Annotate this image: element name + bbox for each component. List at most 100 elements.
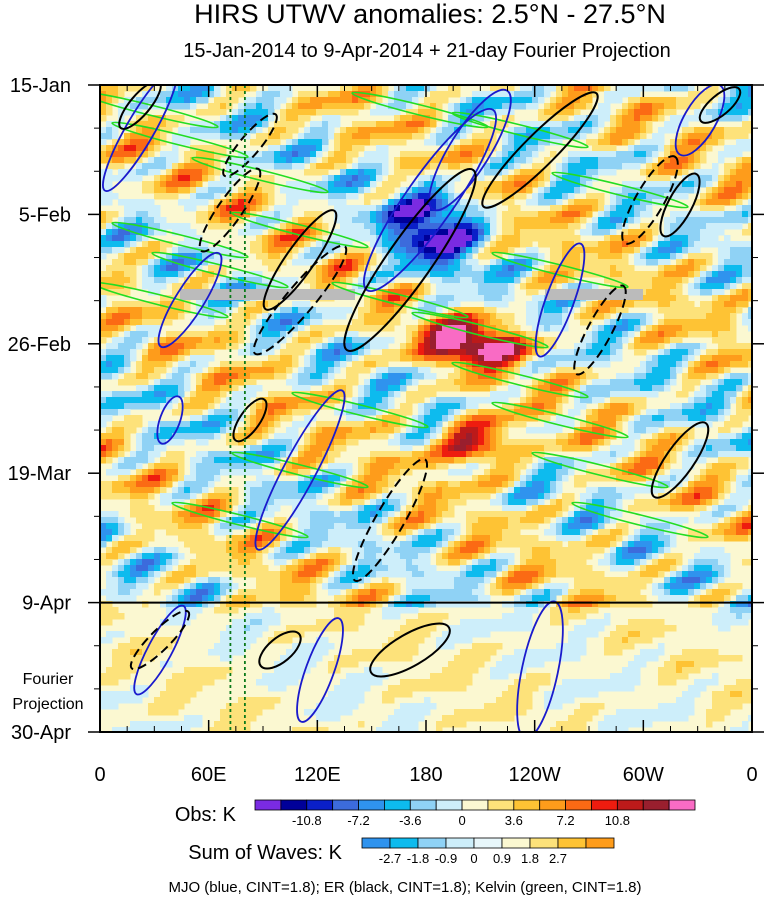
field-cell <box>412 259 419 266</box>
field-cell <box>478 97 485 104</box>
field-cell <box>232 319 239 326</box>
field-cell <box>490 253 497 260</box>
field-cell <box>610 217 617 224</box>
field-cell <box>172 367 179 374</box>
field-cell <box>448 205 455 212</box>
field-cell <box>634 385 641 392</box>
field-cell <box>484 415 491 422</box>
field-cell <box>376 205 383 212</box>
field-cell <box>346 103 353 110</box>
field-cell <box>634 373 641 380</box>
field-cell <box>538 235 545 242</box>
field-cell <box>184 307 191 314</box>
field-cell <box>370 391 377 398</box>
field-cell <box>484 235 491 242</box>
field-cell <box>250 223 257 230</box>
field-cell <box>394 265 401 272</box>
field-cell <box>478 133 485 140</box>
field-cell <box>640 289 647 296</box>
field-cell <box>274 85 281 92</box>
field-cell <box>106 271 113 278</box>
field-cell <box>562 247 569 254</box>
field-cell <box>304 109 311 116</box>
field-cell <box>328 121 335 128</box>
field-cell <box>310 361 317 368</box>
field-cell <box>616 373 623 380</box>
field-cell <box>610 331 617 338</box>
field-cell <box>526 241 533 248</box>
field-cell <box>448 157 455 164</box>
field-cell <box>172 151 179 158</box>
field-cell <box>424 295 431 302</box>
field-cell <box>382 127 389 134</box>
field-cell <box>640 205 647 212</box>
field-cell <box>292 325 299 332</box>
field-cell <box>532 193 539 200</box>
field-cell <box>430 355 437 362</box>
field-cell <box>574 301 581 308</box>
field-cell <box>484 109 491 116</box>
field-cell <box>502 391 509 398</box>
field-cell <box>550 109 557 116</box>
field-cell <box>556 349 563 356</box>
field-cell <box>718 349 725 356</box>
field-cell <box>352 373 359 380</box>
field-cell <box>682 325 689 332</box>
field-cell <box>490 337 497 344</box>
field-cell <box>538 253 545 260</box>
field-cell <box>514 253 521 260</box>
field-cell <box>292 223 299 230</box>
field-cell <box>682 97 689 104</box>
field-cell <box>568 253 575 260</box>
field-cell <box>670 223 677 230</box>
field-cell <box>376 385 383 392</box>
field-cell <box>220 103 227 110</box>
field-cell <box>100 187 107 194</box>
field-cell <box>340 325 347 332</box>
field-cell <box>196 253 203 260</box>
field-cell <box>214 127 221 134</box>
field-cell <box>154 349 161 356</box>
field-cell <box>574 211 581 218</box>
field-cell <box>496 163 503 170</box>
field-cell <box>562 163 569 170</box>
field-cell <box>688 139 695 146</box>
field-cell <box>736 259 743 266</box>
field-cell <box>136 415 143 422</box>
field-cell <box>358 253 365 260</box>
field-cell <box>700 265 707 272</box>
field-cell <box>136 121 143 128</box>
field-cell <box>148 151 155 158</box>
field-cell <box>598 169 605 176</box>
field-cell <box>106 127 113 134</box>
field-cell <box>148 133 155 140</box>
field-cell <box>406 121 413 128</box>
field-cell <box>670 295 677 302</box>
field-cell <box>238 193 245 200</box>
field-cell <box>526 223 533 230</box>
field-cell <box>256 115 263 122</box>
field-cell <box>460 205 467 212</box>
field-cell <box>376 289 383 296</box>
field-cell <box>622 241 629 248</box>
field-cell <box>544 271 551 278</box>
field-cell <box>538 385 545 392</box>
field-cell <box>634 235 641 242</box>
field-cell <box>646 373 653 380</box>
field-cell <box>376 241 383 248</box>
field-cell <box>256 199 263 206</box>
field-cell <box>448 403 455 410</box>
field-cell <box>406 265 413 272</box>
field-cell <box>436 271 443 278</box>
field-cell <box>304 193 311 200</box>
field-cell <box>244 85 251 92</box>
field-cell <box>658 349 665 356</box>
field-cell <box>304 139 311 146</box>
field-cell <box>592 205 599 212</box>
field-cell <box>592 283 599 290</box>
field-cell <box>322 313 329 320</box>
field-cell <box>430 385 437 392</box>
field-cell <box>562 283 569 290</box>
field-cell <box>664 97 671 104</box>
field-cell <box>142 169 149 176</box>
